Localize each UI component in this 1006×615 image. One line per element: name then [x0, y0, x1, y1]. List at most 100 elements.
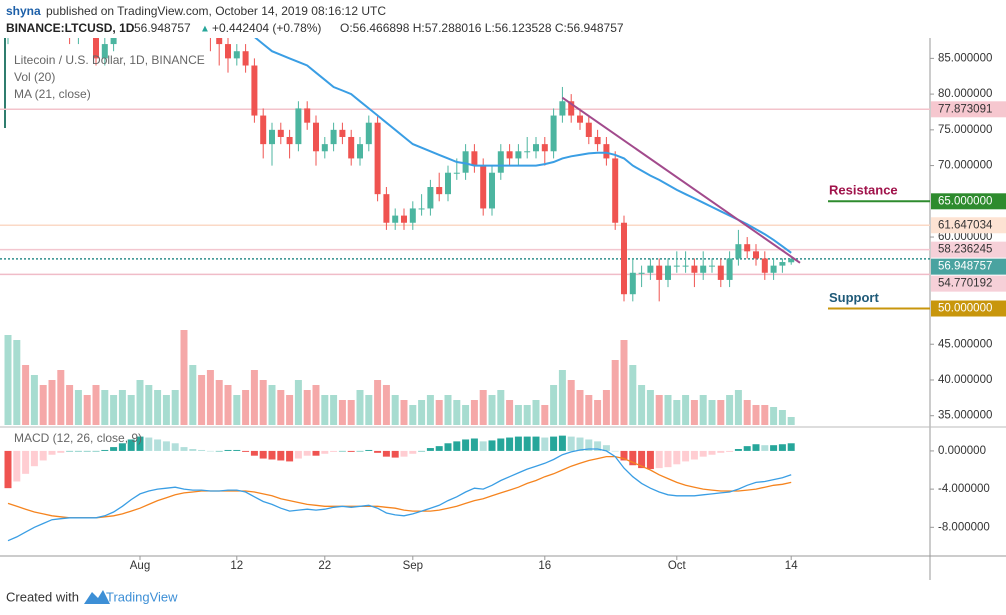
- macd-histogram-bar: [74, 450, 82, 452]
- macd-histogram-bar: [400, 450, 408, 457]
- volume-bar: [391, 395, 399, 425]
- macd-histogram-bar: [136, 436, 144, 451]
- macd-histogram-bar: [726, 450, 734, 452]
- volume-bar: [514, 405, 522, 425]
- volume-bar: [180, 330, 188, 425]
- volume-bar: [506, 400, 514, 425]
- volume-bar: [761, 405, 769, 425]
- macd-histogram-bar: [303, 450, 311, 456]
- candle-body: [242, 51, 249, 66]
- volume-bar: [110, 395, 118, 425]
- volume-bar: [206, 370, 214, 425]
- macd-histogram-bar: [646, 450, 654, 470]
- level-label-bg: [931, 258, 1006, 275]
- macd-histogram-bar: [620, 450, 628, 461]
- macd-histogram-bar: [778, 444, 786, 451]
- volume-bar: [409, 405, 417, 425]
- volume-bar: [224, 385, 232, 425]
- volume-bar: [435, 400, 443, 425]
- candle-body: [251, 65, 258, 116]
- candle-body: [524, 151, 531, 153]
- macd-histogram-bar: [312, 450, 320, 456]
- volume-bar: [453, 400, 461, 425]
- annotation-text: Resistance: [829, 183, 898, 198]
- annotation-text: Support: [829, 290, 879, 305]
- volume-bar: [664, 395, 672, 425]
- candle-body: [365, 122, 372, 145]
- candle-body: [93, 38, 99, 59]
- candle-body: [594, 136, 601, 145]
- macd-histogram-bar: [682, 450, 690, 462]
- macd-histogram-bar: [541, 437, 549, 451]
- candle-body: [691, 265, 698, 273]
- macd-histogram-bar: [585, 439, 593, 451]
- macd-histogram-bar: [655, 450, 663, 469]
- volume-bar: [418, 400, 426, 425]
- y-tick-label: 75.000000: [938, 124, 992, 136]
- volume-bar: [558, 370, 566, 425]
- volume-bar: [743, 400, 751, 425]
- macd-histogram-bar: [198, 449, 206, 451]
- volume-bar: [374, 380, 382, 425]
- volume-bar: [312, 385, 320, 425]
- candle-body: [568, 101, 575, 116]
- volume-bar: [250, 370, 258, 425]
- macd-histogram-bar: [189, 449, 197, 451]
- volume-bar: [673, 400, 681, 425]
- volume-bar: [83, 395, 91, 425]
- macd-histogram-bar: [338, 450, 346, 452]
- y-tick-label: 35.000000: [938, 410, 992, 422]
- volume-bar: [39, 385, 47, 425]
- author[interactable]: shyna: [6, 4, 41, 18]
- volume-bar: [532, 400, 540, 425]
- candle-body: [427, 187, 434, 209]
- level-label: 54.770192: [938, 278, 992, 290]
- macd-tick-label: -4.000000: [938, 483, 990, 495]
- macd-histogram-bar: [611, 450, 619, 452]
- footer-created: Created with: [6, 589, 79, 604]
- annotation-label-bg: [931, 300, 1006, 317]
- candle-body: [621, 222, 627, 295]
- macd-histogram-bar: [180, 447, 188, 451]
- macd-histogram-bar: [708, 450, 716, 455]
- volume-bar: [338, 400, 346, 425]
- candle-body: [770, 265, 777, 273]
- candle-body: [110, 38, 117, 45]
- level-label: 61.647034: [938, 219, 993, 231]
- macd-histogram-bar: [409, 450, 417, 454]
- level-label: 77.873091: [938, 103, 992, 115]
- macd-histogram-bar: [356, 450, 364, 452]
- macd-histogram-bar: [294, 450, 302, 459]
- macd-histogram-bar: [145, 437, 153, 451]
- x-tick-label: 14: [785, 560, 798, 572]
- footer-brand[interactable]: TradingView: [106, 589, 178, 604]
- macd-histogram-bar: [629, 450, 637, 466]
- volume-bar: [400, 400, 408, 425]
- macd-histogram-bar: [233, 449, 241, 451]
- volume-bar: [594, 400, 602, 425]
- candle-body: [761, 258, 768, 273]
- level-label-bg: [931, 275, 1006, 292]
- macd-histogram-bar: [277, 450, 285, 461]
- volume-bar: [470, 400, 478, 425]
- level-label: 58.236245: [938, 244, 992, 256]
- candle-body: [101, 44, 108, 59]
- ohlc: O:56.466898 H:57.288016 L:56.123528 C:56…: [340, 21, 624, 35]
- macd-histogram-bar: [426, 448, 434, 451]
- candle-body: [260, 115, 267, 145]
- volume-bar: [611, 360, 619, 425]
- macd-histogram-bar: [638, 450, 646, 469]
- volume-bar: [479, 390, 487, 425]
- volume-bar: [101, 390, 109, 425]
- candle-body: [638, 272, 645, 274]
- volume-bar: [321, 395, 329, 425]
- volume-bar: [13, 340, 21, 425]
- macd-histogram-bar: [690, 450, 698, 460]
- macd-histogram-bar: [470, 438, 478, 451]
- candle-body: [533, 144, 539, 152]
- volume-bar: [22, 365, 30, 425]
- candle-body: [744, 244, 751, 252]
- x-tick-label: Oct: [668, 560, 687, 572]
- macd-histogram-bar: [382, 450, 390, 457]
- macd-tick-label: 0.000000: [938, 445, 986, 457]
